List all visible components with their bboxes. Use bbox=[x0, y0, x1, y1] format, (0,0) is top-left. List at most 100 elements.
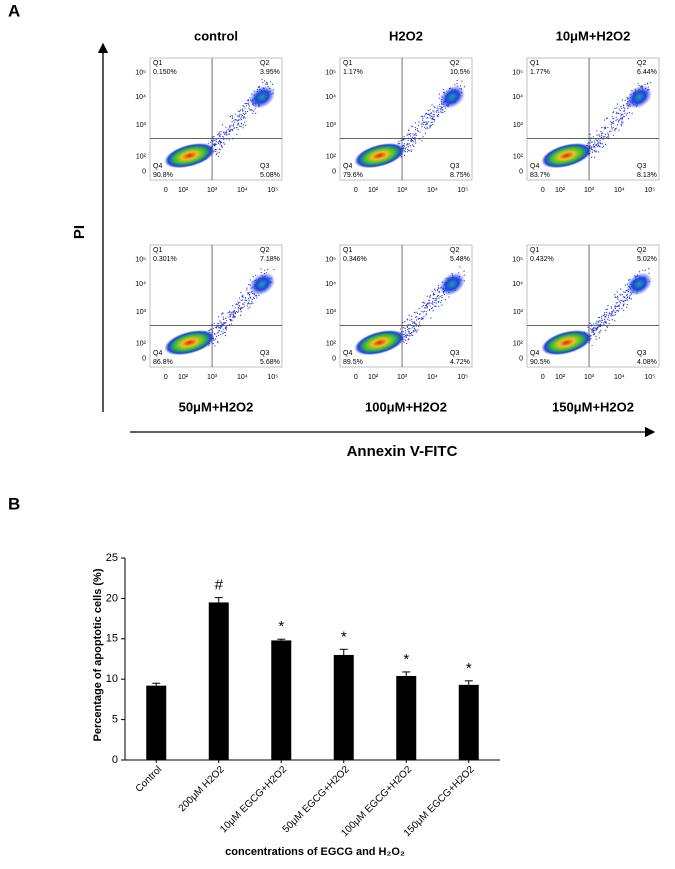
event-dot bbox=[604, 136, 606, 138]
event-dot bbox=[597, 145, 599, 147]
x-tick-label: 10⁵ bbox=[267, 187, 278, 194]
event-dot bbox=[626, 306, 628, 308]
event-dot bbox=[598, 141, 600, 143]
event-dot bbox=[437, 290, 439, 292]
event-dot bbox=[430, 121, 432, 123]
event-dot bbox=[610, 121, 612, 123]
event-dot bbox=[433, 120, 436, 122]
flow-plot: 0 0 10² 10² 10³ 10³ 10⁴ 10⁴ 10⁵ 10⁵ Q1 0.301% Q2 7.18… bbox=[135, 244, 283, 414]
event-dot bbox=[429, 117, 431, 119]
event-dot bbox=[231, 117, 233, 119]
event-dot bbox=[412, 325, 414, 328]
event-dot bbox=[225, 322, 227, 324]
event-dot bbox=[430, 317, 432, 319]
event-dot bbox=[600, 317, 602, 319]
event-dot bbox=[404, 151, 407, 153]
quadrant-name: Q3 bbox=[260, 163, 269, 170]
event-dot bbox=[433, 111, 435, 113]
x-tick-label: 10² bbox=[178, 374, 189, 381]
event-dot bbox=[231, 116, 234, 118]
event-dot bbox=[228, 316, 230, 318]
event-dot bbox=[422, 117, 424, 120]
event-dot bbox=[436, 114, 438, 116]
event-dot bbox=[241, 295, 243, 297]
event-dot bbox=[406, 318, 408, 320]
event-dot bbox=[404, 327, 406, 330]
event-dot bbox=[402, 144, 405, 146]
event-dot bbox=[426, 302, 428, 304]
event-dot bbox=[411, 149, 413, 151]
event-dot bbox=[412, 144, 414, 146]
event-dot bbox=[463, 86, 466, 88]
event-dot bbox=[604, 128, 606, 130]
event-dot bbox=[435, 111, 438, 113]
x-tick-label: 10² bbox=[178, 187, 189, 194]
event-dot bbox=[433, 113, 435, 115]
event-dot bbox=[212, 327, 215, 329]
event-dot bbox=[408, 143, 410, 145]
event-dot bbox=[601, 136, 603, 138]
event-dot bbox=[591, 328, 594, 330]
event-dot bbox=[592, 136, 594, 138]
event-dot bbox=[602, 145, 605, 147]
event-dot bbox=[248, 99, 250, 101]
quadrant-percent: 8.13% bbox=[637, 172, 657, 179]
x-tick-label: 10² bbox=[555, 187, 566, 194]
quadrant-percent: 0.346% bbox=[343, 256, 367, 263]
event-dot bbox=[423, 302, 425, 304]
event-dot bbox=[605, 309, 607, 311]
event-dot bbox=[619, 110, 621, 112]
event-dot bbox=[241, 299, 244, 301]
event-dot bbox=[245, 112, 247, 114]
event-dot bbox=[413, 322, 415, 324]
event-dot bbox=[213, 144, 215, 147]
event-dot bbox=[432, 116, 434, 118]
event-dot bbox=[626, 293, 628, 295]
x-tick-label: 10³ bbox=[397, 374, 408, 381]
event-dot bbox=[597, 317, 599, 319]
event-dot bbox=[429, 296, 431, 299]
event-dot bbox=[240, 292, 242, 294]
quadrant-name: Q3 bbox=[450, 163, 459, 170]
event-dot bbox=[598, 320, 600, 322]
event-dot bbox=[224, 331, 226, 334]
quadrant-percent: 10.5% bbox=[450, 69, 470, 76]
quadrant-percent: 3.95% bbox=[260, 69, 280, 76]
quadrant-name: Q2 bbox=[450, 60, 459, 67]
plot-frame bbox=[526, 244, 660, 368]
event-dot bbox=[600, 329, 602, 331]
event-dot bbox=[213, 322, 215, 324]
y-tick-label: 10⁴ bbox=[135, 281, 146, 288]
event-dot bbox=[224, 335, 227, 337]
event-dot bbox=[217, 325, 219, 327]
event-dot bbox=[412, 136, 414, 138]
event-dot bbox=[615, 311, 617, 313]
event-dot bbox=[444, 111, 446, 113]
event-dot bbox=[441, 296, 443, 299]
event-dot bbox=[629, 294, 631, 296]
event-dot bbox=[232, 314, 234, 316]
event-dot bbox=[650, 81, 652, 84]
event-dot bbox=[242, 307, 244, 309]
x-tick-label: 0 bbox=[164, 374, 168, 381]
event-dot bbox=[440, 110, 442, 112]
significance-mark: * bbox=[466, 660, 472, 677]
event-dot bbox=[214, 142, 216, 145]
event-dot bbox=[237, 122, 240, 124]
event-dot bbox=[236, 133, 238, 135]
y-tick-label: 10³ bbox=[326, 122, 337, 129]
event-dot bbox=[426, 117, 428, 119]
event-dot bbox=[252, 297, 255, 299]
event-dot bbox=[618, 120, 620, 122]
event-dot bbox=[596, 130, 598, 132]
event-dot bbox=[214, 332, 216, 335]
plot-title: control bbox=[194, 28, 238, 43]
y-tick-label: 0 bbox=[519, 168, 523, 175]
quadrant-percent: 5.68% bbox=[260, 359, 280, 366]
event-dot bbox=[223, 138, 225, 141]
event-dot bbox=[217, 141, 219, 143]
event-dot bbox=[621, 107, 623, 109]
event-dot bbox=[231, 121, 233, 123]
event-dot bbox=[421, 122, 423, 124]
event-dot bbox=[262, 81, 264, 84]
